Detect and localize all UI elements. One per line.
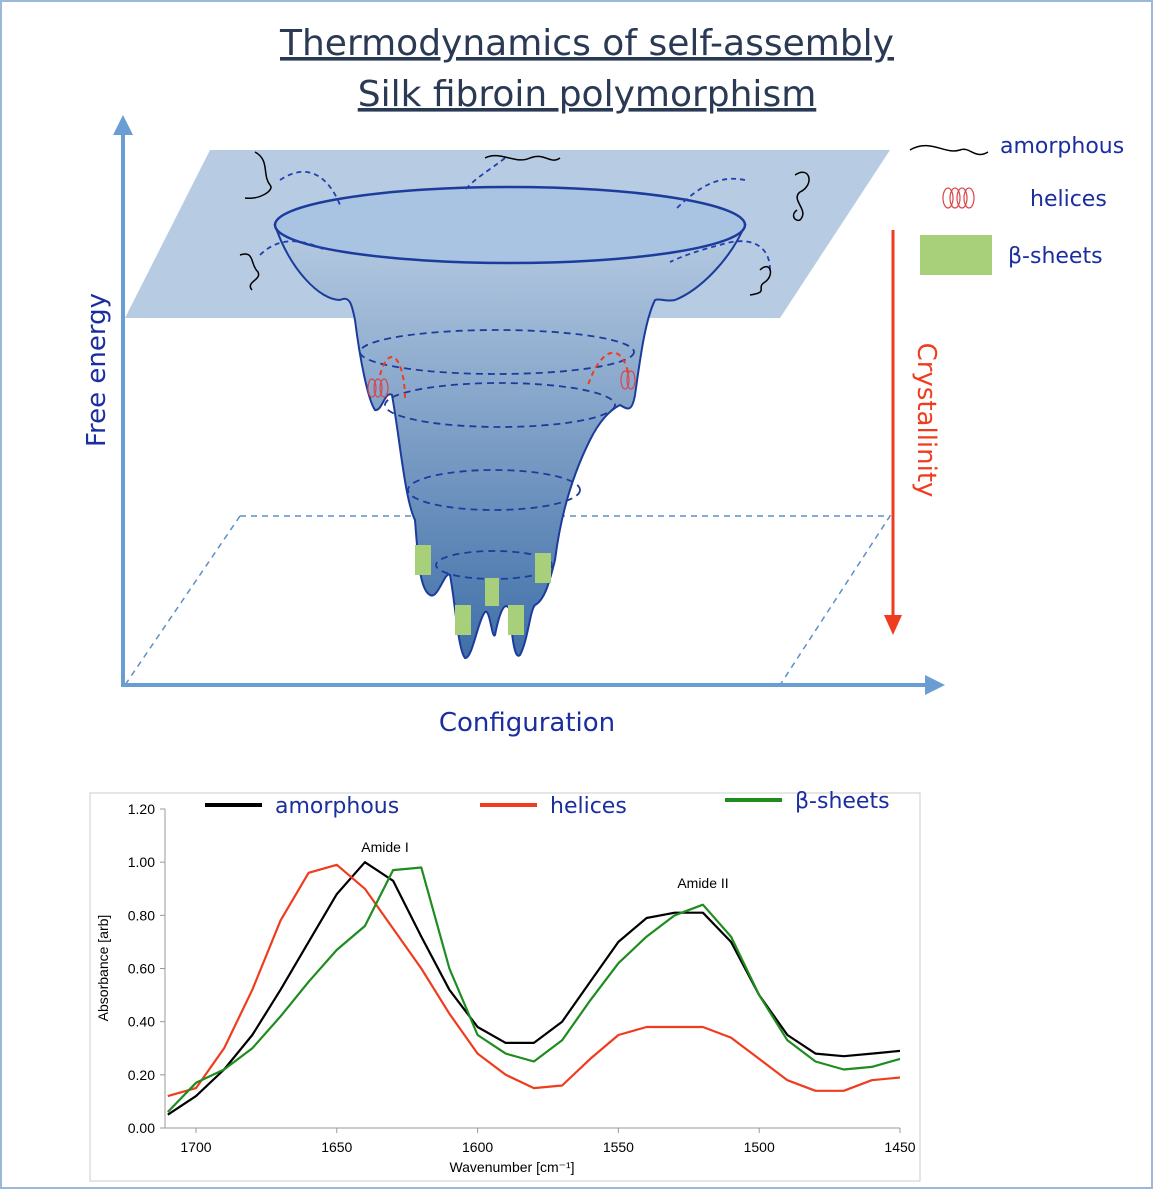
legend-label: amorphous bbox=[1000, 134, 1124, 159]
chart: 0.00 0.20 0.40 0.60 0.80 1.00 1.20 1700 1650 1600… bbox=[128, 789, 916, 1155]
x-tick-label: 1700 bbox=[180, 1139, 211, 1155]
y-tick-label: 0.20 bbox=[128, 1067, 155, 1083]
y-tick-label: 1.00 bbox=[128, 854, 155, 870]
x-tick-label: 1600 bbox=[462, 1139, 493, 1155]
chart-frame bbox=[89, 792, 921, 1182]
legend-label: helices bbox=[550, 794, 627, 819]
x-axis-label: Configuration bbox=[439, 708, 615, 738]
funnel-rim bbox=[273, 185, 747, 265]
title-line: Thermodynamics of self-assembly bbox=[279, 23, 894, 64]
arrow-label: Crystallinity bbox=[911, 343, 941, 498]
funnel bbox=[273, 224, 747, 660]
title-line: Silk fibroin polymorphism bbox=[358, 74, 817, 115]
y-tick-label: 0.80 bbox=[128, 907, 155, 923]
y-axis-label: Free energy bbox=[82, 293, 112, 447]
x-tick-label: 1650 bbox=[321, 1139, 352, 1155]
x-title: Wavenumber [cm⁻¹] bbox=[449, 1159, 574, 1175]
legend-label: β-sheets bbox=[795, 789, 890, 814]
capture-arrows bbox=[259, 157, 771, 271]
legend-label: amorphous bbox=[275, 794, 399, 819]
legend-label: helices bbox=[1030, 187, 1107, 212]
x-tick-label: 1550 bbox=[603, 1139, 634, 1155]
x-tick-label: 1500 bbox=[744, 1139, 775, 1155]
legend-label: β-sheets bbox=[1008, 244, 1103, 269]
annotation: Amide I bbox=[361, 839, 408, 855]
sheet-icons bbox=[415, 235, 992, 635]
axes bbox=[113, 115, 945, 695]
y-tick-label: 0.60 bbox=[128, 961, 155, 977]
transition-arrows bbox=[379, 351, 629, 401]
y-title: Absorbance [arb] bbox=[95, 915, 111, 1022]
annotation: Amide II bbox=[677, 875, 728, 891]
arrow-head bbox=[884, 615, 902, 635]
chain-icons bbox=[239, 144, 989, 296]
series-line bbox=[167, 861, 901, 1116]
y-tick-label: 1.20 bbox=[128, 801, 155, 817]
x-tick-label: 1450 bbox=[884, 1139, 915, 1155]
y-tick-label: 0.40 bbox=[128, 1014, 155, 1030]
series-line bbox=[167, 866, 901, 1113]
helix-icons bbox=[367, 187, 975, 398]
y-tick-label: 0.00 bbox=[128, 1120, 155, 1136]
series-line bbox=[167, 863, 901, 1098]
